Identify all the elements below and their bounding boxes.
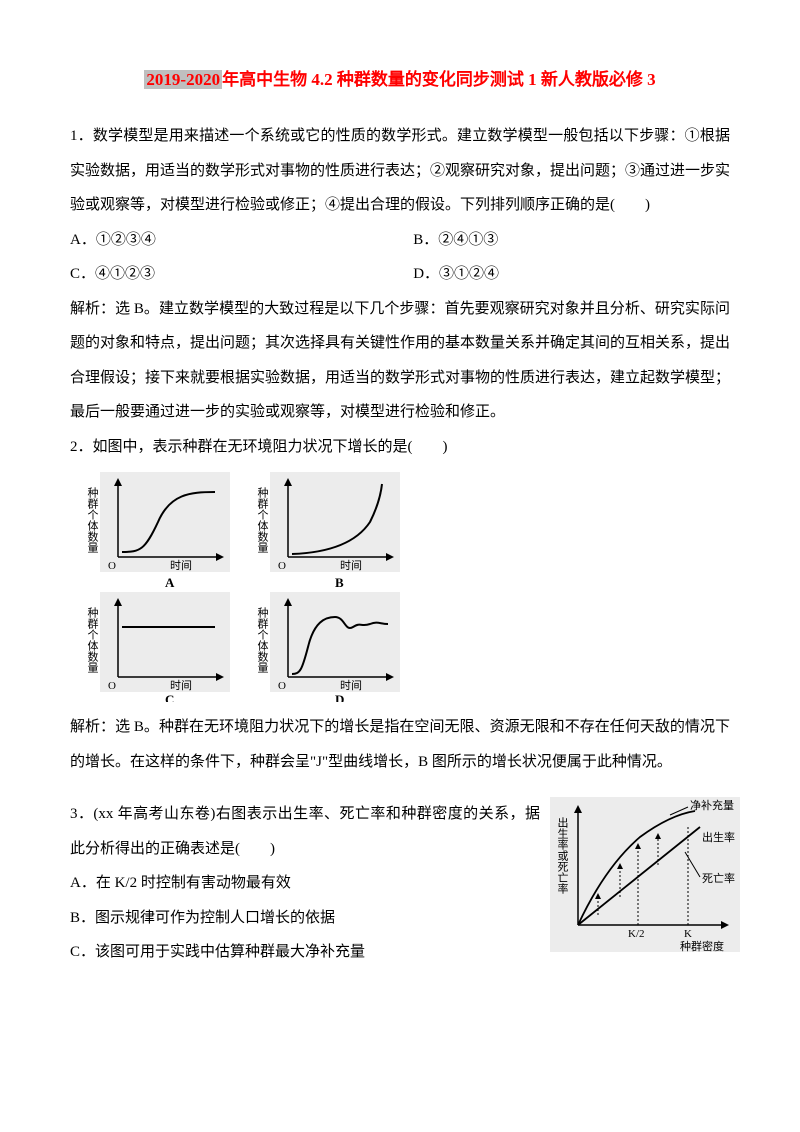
chart-a-xlabel: 时间 bbox=[170, 559, 192, 572]
q3-chart: 出生率或死亡率 净补充量 bbox=[550, 797, 740, 971]
q3-ylabel: 出生率或死亡率 bbox=[556, 816, 569, 895]
q3-xt1: K/2 bbox=[628, 928, 645, 940]
chart-b-label: B bbox=[335, 575, 344, 590]
chart-a-label: A bbox=[165, 575, 175, 590]
q3-opt-c: C．该图可用于实践中估算种群最大净补充量 bbox=[70, 935, 540, 970]
q3-xt2: K bbox=[684, 928, 692, 940]
q3-label-birth: 出生率 bbox=[702, 830, 735, 844]
q3-opt-b: B．图示规律可作为控制人口增长的依据 bbox=[70, 901, 540, 936]
q3-stem: 3．(xx 年高考山东卷)右图表示出生率、死亡率和种群密度的关系，据此分析得出的… bbox=[70, 797, 540, 866]
q3-label-net: 净补充量 bbox=[690, 798, 734, 812]
chart-b-ylabel: 种群个体数量 bbox=[256, 486, 269, 553]
q3-opt-a: A．在 K/2 时控制有害动物最有效 bbox=[70, 866, 540, 901]
chart-a-origin: O bbox=[108, 560, 116, 572]
chart-d-ylabel: 种群个体数量 bbox=[256, 606, 269, 673]
page-title: 2019-2020年高中生物 4.2 种群数量的变化同步测试 1 新人教版必修 … bbox=[70, 60, 730, 99]
chart-d-xlabel: 时间 bbox=[340, 679, 362, 692]
q1-opt-d: D．③①②④ bbox=[413, 257, 499, 292]
q1-stem: 1．数学模型是用来描述一个系统或它的性质的数学形式。建立数学模型一般包括以下步骤… bbox=[70, 119, 730, 223]
chart-b-origin: O bbox=[278, 560, 286, 572]
q3-xlabel: 种群密度 bbox=[680, 939, 724, 953]
title-main: 年高中生物 4.2 种群数量的变化同步测试 1 新人教版必修 3 bbox=[222, 70, 656, 89]
q1-explain: 解析：选 B。建立数学模型的大致过程是以下几个步骤：首先要观察研究对象并且分析、… bbox=[70, 292, 730, 430]
q2-charts: 种群个体数量 O 时间 A 种群个体数量 O 时间 bbox=[70, 472, 730, 702]
title-year-highlight: 2019-2020 bbox=[144, 70, 222, 89]
chart-c-xlabel: 时间 bbox=[170, 679, 192, 692]
q1-opt-a: A．①②③④ bbox=[70, 223, 413, 258]
chart-a-ylabel: 种群个体数量 bbox=[86, 486, 99, 553]
q3-label-death: 死亡率 bbox=[702, 871, 735, 885]
chart-c-label: C bbox=[165, 692, 174, 702]
q2-explain: 解析：选 B。种群在无环境阻力状况下的增长是指在空间无限、资源无限和不存在任何天… bbox=[70, 710, 730, 779]
q1-opt-b: B．②④①③ bbox=[413, 223, 498, 258]
q2-stem: 2．如图中，表示种群在无环境阻力状况下增长的是( ) bbox=[70, 430, 730, 465]
chart-b-xlabel: 时间 bbox=[340, 559, 362, 572]
chart-c-ylabel: 种群个体数量 bbox=[86, 606, 99, 673]
chart-d-label: D bbox=[335, 692, 344, 702]
chart-d-origin: O bbox=[278, 680, 286, 692]
chart-c-origin: O bbox=[108, 680, 116, 692]
q1-opt-c: C．④①②③ bbox=[70, 257, 413, 292]
